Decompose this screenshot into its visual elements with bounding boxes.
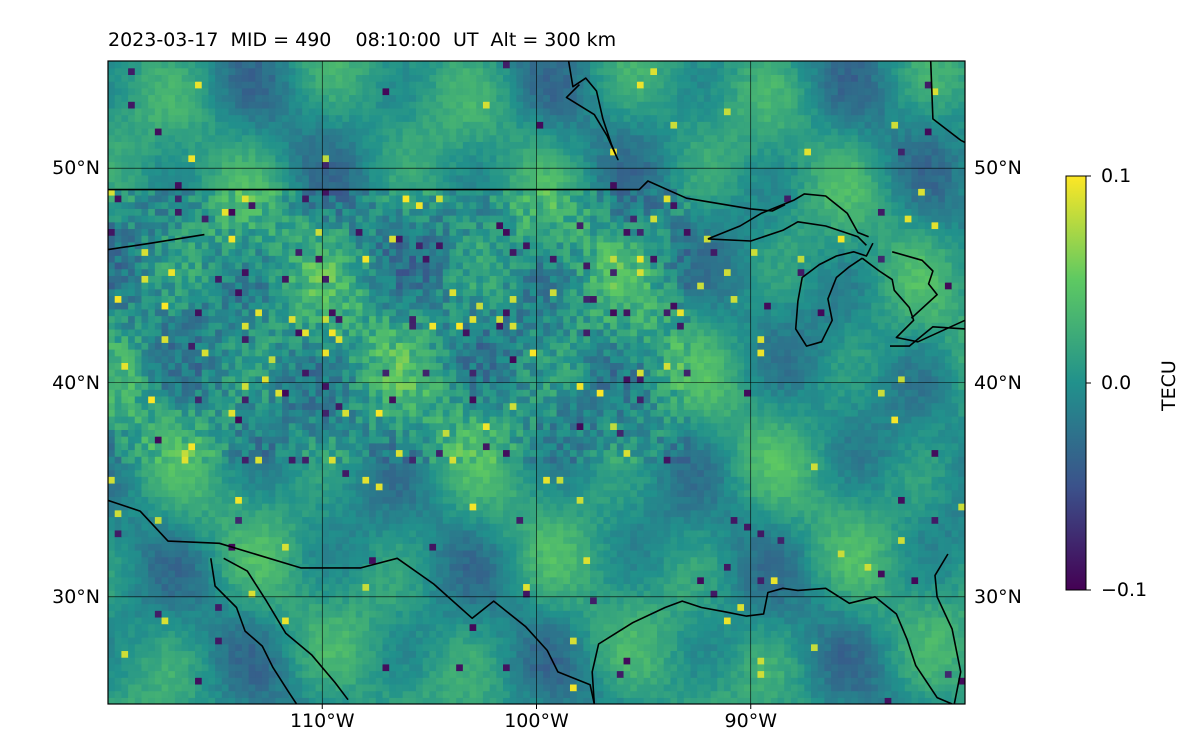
coastline-1 xyxy=(108,499,596,704)
lat-tick-label-right: 40°N xyxy=(974,371,1022,394)
coastline-6 xyxy=(794,242,874,347)
coastline-5 xyxy=(108,233,205,251)
coastline-7 xyxy=(861,257,965,343)
lat-tick-label-right: 50°N xyxy=(974,157,1022,180)
colorbar-tick-label: 0.0 xyxy=(1101,372,1132,394)
coastline-2 xyxy=(591,587,953,704)
map-title: 2023-03-17 MID = 490 08:10:00 UT Alt = 3… xyxy=(108,29,617,51)
lat-tick-label-left: 30°N xyxy=(52,585,100,608)
coastline-0 xyxy=(108,180,786,212)
coastline-3 xyxy=(223,557,349,701)
coastline-12 xyxy=(565,61,619,161)
lon-tick-label: 100°W xyxy=(504,710,569,732)
lat-tick-label-right: 30°N xyxy=(974,585,1022,608)
lat-tick-label-left: 50°N xyxy=(52,157,100,180)
coastline-10 xyxy=(890,326,965,347)
coastline-14 xyxy=(934,553,962,704)
coastline-11 xyxy=(891,251,938,319)
colorbar-tick-label: 0.1 xyxy=(1101,165,1132,187)
coastline-13 xyxy=(929,61,965,144)
colorbar-tick-label: −0.1 xyxy=(1101,579,1148,601)
colorbar-label: TECU xyxy=(1158,360,1180,411)
lat-tick-label-left: 40°N xyxy=(52,371,100,394)
colorbar xyxy=(1065,175,1087,591)
lon-tick-label: 90°W xyxy=(724,710,777,732)
lon-tick-label: 110°W xyxy=(289,710,355,732)
coastline-4 xyxy=(210,558,298,704)
coastline-9 xyxy=(707,193,869,240)
